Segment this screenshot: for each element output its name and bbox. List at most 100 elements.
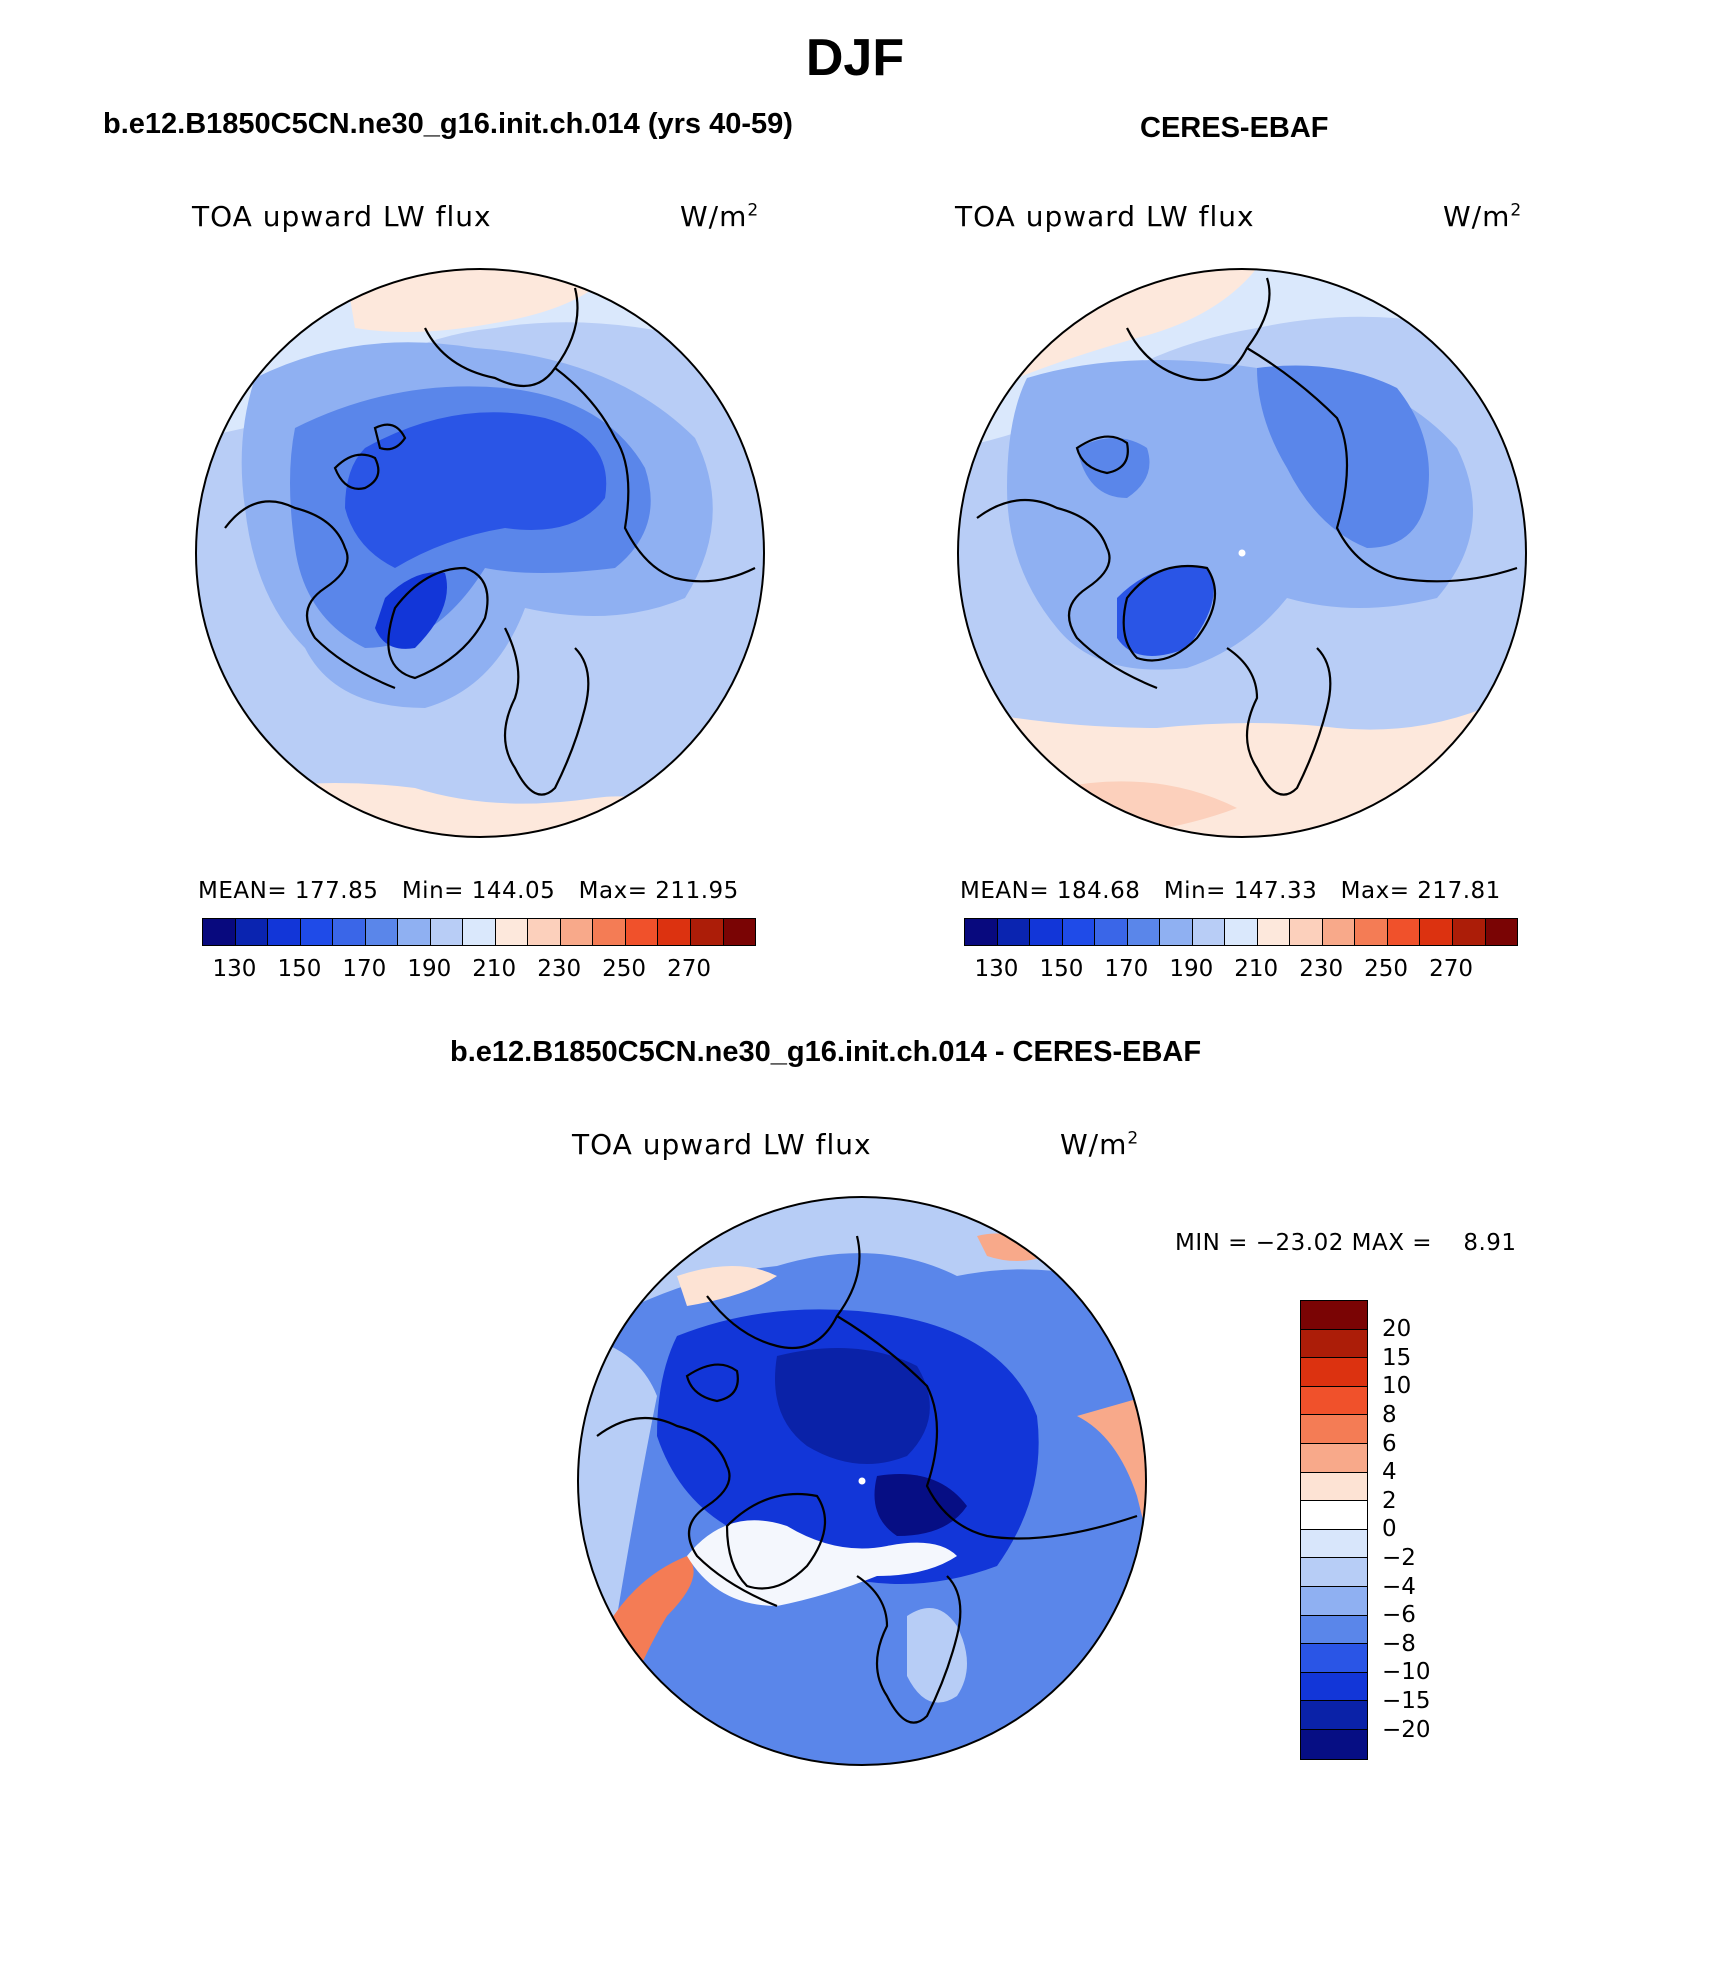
- panel3-colorbar-label: 4: [1382, 1459, 1397, 1486]
- panel3-colorbar-swatch: [1301, 1586, 1367, 1616]
- panel2-colorbar-swatch: [997, 919, 1031, 945]
- panel3-colorbar-label: 10: [1382, 1373, 1412, 1400]
- panel3-colorbar-label: 0: [1382, 1516, 1397, 1543]
- panel3-field-light-left: [578, 1336, 657, 1646]
- panel2-colorbar: [964, 918, 1518, 946]
- panel2-stats: MEAN= 184.68 Min= 147.33 Max= 217.81: [960, 878, 1501, 904]
- panel2-colorbar-swatch: [1420, 919, 1453, 945]
- panel3-colorbar-label: −20: [1382, 1716, 1431, 1743]
- panel1-stats: MEAN= 177.85 Min= 144.05 Max= 211.95: [198, 878, 739, 904]
- panel1-colorbar-ticks: 130 150 170 190 210 230 250 270: [202, 956, 754, 986]
- panel3-field-warm-top: [677, 1266, 777, 1306]
- panel1-colorbar-tick-label: 130: [212, 956, 257, 982]
- panel1-colorbar-tick-label: 230: [537, 956, 582, 982]
- panel2-colorbar-tick-label: 230: [1299, 956, 1344, 982]
- panel1-mean-value: 177.85: [294, 878, 379, 904]
- panel2-colorbar-ticks: 130 150 170 190 210 230 250 270: [964, 956, 1516, 986]
- panel3-colorbar-label: −4: [1382, 1573, 1416, 1600]
- panel3-colorbar-label: 8: [1382, 1401, 1397, 1428]
- panel2-colorbar-tick-label: 150: [1039, 956, 1084, 982]
- panel2-colorbar-tick-label: 250: [1364, 956, 1409, 982]
- panel3-colorbar-swatch: [1301, 1358, 1367, 1387]
- panel2-colorbar-swatch: [1225, 919, 1258, 945]
- panel3-coastlines: [596, 1235, 1138, 1724]
- panel2-colorbar-swatch: [1160, 919, 1193, 945]
- panel2-colorbar-tick-label: 210: [1234, 956, 1279, 982]
- panel2-colorbar-swatch: [1322, 919, 1356, 945]
- panel1-max-value: 211.95: [655, 878, 739, 904]
- panel2-variable-label: TOA upward LW flux: [955, 200, 1255, 233]
- panel2-field-lower: [1257, 365, 1429, 548]
- panel3-colorbar-label: −8: [1382, 1630, 1416, 1657]
- panel3-colorbar-label: −10: [1382, 1659, 1431, 1686]
- panel1-colorbar-swatch: [430, 919, 464, 945]
- panel3-colorbar: [1300, 1300, 1368, 1760]
- panel3-colorbar-swatch: [1301, 1615, 1367, 1645]
- panel1-map-border: [195, 268, 765, 838]
- panel1-colorbar-swatch: [333, 919, 366, 945]
- panel2-field-greenland-low: [1117, 566, 1214, 656]
- panel3-minmax: MIN = −23.02 MAX = 8.91: [1175, 1230, 1517, 1256]
- panel2-max-value: 217.81: [1417, 878, 1501, 904]
- panel1-subtitle: b.e12.B1850C5CN.ne30_g16.init.ch.014 (yr…: [103, 108, 793, 140]
- panel2-colorbar-swatch: [1192, 919, 1226, 945]
- figure-title: DJF: [805, 29, 905, 87]
- panel3-colorbar-swatch: [1301, 1501, 1367, 1530]
- panel2-colorbar-swatch: [1257, 919, 1291, 945]
- panel3-colorbar-label: 2: [1382, 1487, 1397, 1514]
- panel3-colorbar-swatch: [1301, 1672, 1367, 1702]
- panel3-field-lower: [775, 1348, 930, 1464]
- panel1-colorbar-swatch: [625, 919, 659, 945]
- panel1-colorbar-swatch: [203, 919, 236, 945]
- panel3-field-lowest: [874, 1474, 967, 1536]
- panel2-colorbar-swatch: [1290, 919, 1323, 945]
- panel3-field-near-zero: [687, 1520, 957, 1606]
- panel3-colorbar-swatch: [1301, 1558, 1367, 1587]
- panel1-colorbar-swatch: [398, 919, 431, 945]
- panel2-colorbar-swatch: [1355, 919, 1388, 945]
- panel1-colorbar: [202, 918, 756, 946]
- panel1-colorbar-tick-label: 270: [667, 956, 711, 982]
- panel2-map: [957, 268, 1527, 838]
- panel1-map: [195, 268, 765, 838]
- panel3-subtitle: b.e12.B1850C5CN.ne30_g16.init.ch.014 - C…: [450, 1036, 1202, 1068]
- panel1-colorbar-swatch: [690, 919, 724, 945]
- panel3-map: [577, 1196, 1147, 1766]
- panel3-colorbar-label: 15: [1382, 1344, 1412, 1371]
- panel2-colorbar-tick-label: 190: [1169, 956, 1214, 982]
- panel1-min-value: 144.05: [471, 878, 556, 904]
- panel3-colorbar-label: 6: [1382, 1430, 1397, 1457]
- panel1-colorbar-tick-label: 210: [472, 956, 517, 982]
- panel1-colorbar-swatch: [300, 919, 334, 945]
- panel3-colorbar-swatch: [1301, 1701, 1367, 1730]
- panel1-colorbar-tick-label: 150: [277, 956, 322, 982]
- panel3-pole-marker: [858, 1477, 866, 1485]
- panel2-colorbar-swatch: [1062, 919, 1096, 945]
- panel1-coastlines: [224, 287, 756, 796]
- panel3-colorbar-label: 20: [1382, 1316, 1412, 1343]
- panel3-field-scandinavia: [907, 1608, 967, 1703]
- panel2-colorbar-tick-label: 170: [1104, 956, 1149, 982]
- panel3-colorbar-swatch: [1301, 1729, 1367, 1759]
- panel1-variable-label: TOA upward LW flux: [192, 200, 492, 233]
- panel3-colorbar-swatch: [1301, 1529, 1367, 1559]
- panel3-map-border: [577, 1196, 1147, 1766]
- panel1-colorbar-swatch: [560, 919, 594, 945]
- panel3-field-warm-right: [1077, 1396, 1146, 1536]
- panel2-coastlines: [976, 277, 1518, 796]
- panel2-subtitle: CERES-EBAF: [1140, 112, 1329, 144]
- panel2-colorbar-tick-label: 270: [1429, 956, 1473, 982]
- panel1-field-warm-top: [345, 269, 615, 332]
- panel3-colorbar-swatch: [1301, 1644, 1367, 1673]
- panel2-colorbar-tick-label: 130: [974, 956, 1019, 982]
- panel3-colorbar-swatch: [1301, 1443, 1367, 1473]
- panel2-field-lower2: [1077, 438, 1150, 498]
- panel1-colorbar-swatch: [593, 919, 626, 945]
- panel3-colorbar-label: −6: [1382, 1602, 1416, 1629]
- panel2-mean-value: 184.68: [1056, 878, 1141, 904]
- panel1-colorbar-swatch: [463, 919, 496, 945]
- panel2-colorbar-swatch: [1452, 919, 1486, 945]
- panel3-colorbar-swatch: [1301, 1415, 1367, 1444]
- panel1-colorbar-swatch: [658, 919, 691, 945]
- panel1-colorbar-swatch: [235, 919, 269, 945]
